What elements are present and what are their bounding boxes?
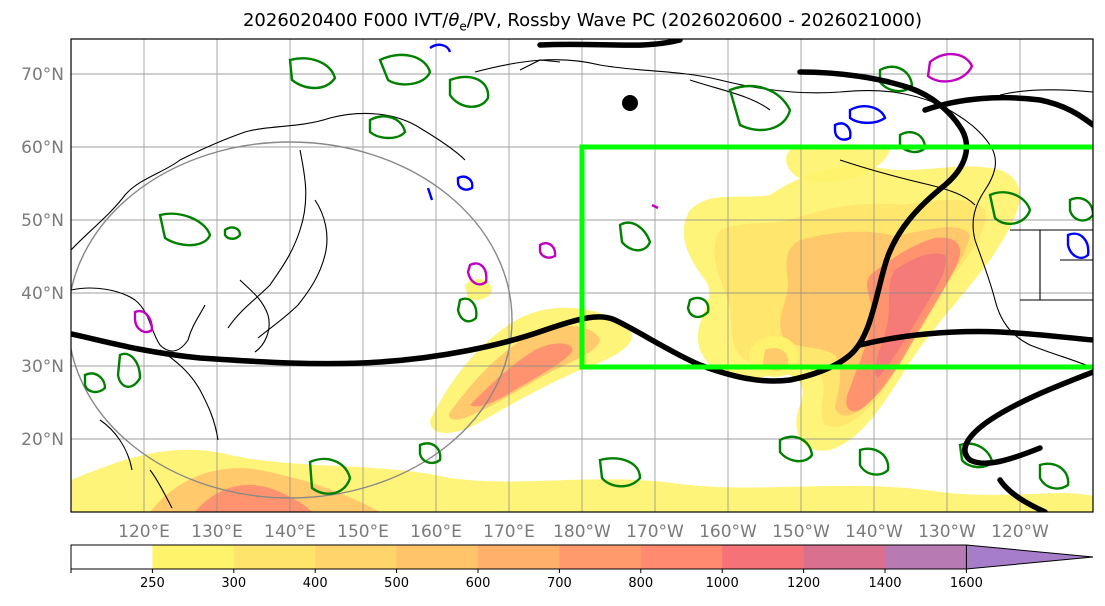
lon-label: 160°E [410, 522, 462, 542]
lon-label: 150°E [337, 522, 389, 542]
colorbar-label: 1600 [950, 576, 983, 591]
lon-label: 180°W [553, 522, 611, 542]
colorbar-label: 1400 [868, 576, 901, 591]
colorbar-segment [803, 545, 886, 569]
lat-label-40: 40°N [21, 284, 64, 304]
colorbar-segment [152, 545, 235, 569]
colorbar-extension [965, 544, 1094, 570]
colorbar-segment [71, 545, 153, 569]
map-panel [71, 39, 1093, 512]
lon-label: 130°W [918, 522, 976, 542]
lat-label-30: 30°N [21, 357, 64, 377]
lat-label-70: 70°N [21, 65, 64, 85]
lat-label-50: 50°N [21, 211, 64, 231]
lon-label: 130°E [191, 522, 243, 542]
lon-label: 140°E [264, 522, 316, 542]
theta-e-contour [71, 39, 1093, 512]
pv-contours-magenta [133, 53, 974, 334]
map-frame [70, 38, 1094, 513]
pv-contours-green [83, 53, 1093, 495]
colorbar-segment [885, 545, 967, 569]
lon-label: 120°W [991, 522, 1049, 542]
colorbar-label: 1200 [787, 576, 820, 591]
lon-label: 120°E [118, 522, 170, 542]
colorbar-segment [315, 545, 398, 569]
colorbar-label: 800 [628, 576, 653, 591]
lon-label: 170°E [483, 522, 535, 542]
colorbar-label: 1000 [706, 576, 739, 591]
map-title: 2026020400 F000 IVT/θe/PV, Rossby Wave P… [242, 10, 922, 34]
colorbar-segment [640, 545, 723, 569]
colorbar-label: 500 [384, 576, 409, 591]
colorbar-segment [559, 545, 642, 569]
colorbar-border [70, 544, 967, 570]
colorbar-label: 300 [221, 576, 246, 591]
distance-circle [71, 141, 513, 499]
lon-label: 150°W [772, 522, 830, 542]
colorbar-segment [722, 545, 805, 569]
lon-label: 170°W [626, 522, 684, 542]
colorbar-label: 600 [466, 576, 491, 591]
colorbar-label: 400 [303, 576, 328, 591]
rossby-wave-box [579, 144, 1093, 370]
lon-label: 160°W [699, 522, 757, 542]
island-dot [622, 95, 638, 111]
longitude-labels: 120°E 130°E 140°E 150°E 160°E 170°E 180°… [118, 522, 1049, 542]
colorbar-label: 250 [140, 576, 165, 591]
lon-label: 140°W [845, 522, 903, 542]
pv-contours-blue [426, 43, 1090, 259]
colorbar-segment [396, 545, 479, 569]
colorbar-segment [233, 545, 316, 569]
colorbar-segment [478, 545, 560, 569]
latitude-labels: 20°N 30°N 40°N 50°N 60°N 70°N [21, 65, 64, 450]
lat-label-60: 60°N [21, 138, 64, 158]
lat-label-20: 20°N [21, 430, 64, 450]
colorbar: 250 300 400 500 600 700 800 1000 1200 1400 1600 [70, 544, 1094, 591]
colorbar-label: 700 [547, 576, 572, 591]
